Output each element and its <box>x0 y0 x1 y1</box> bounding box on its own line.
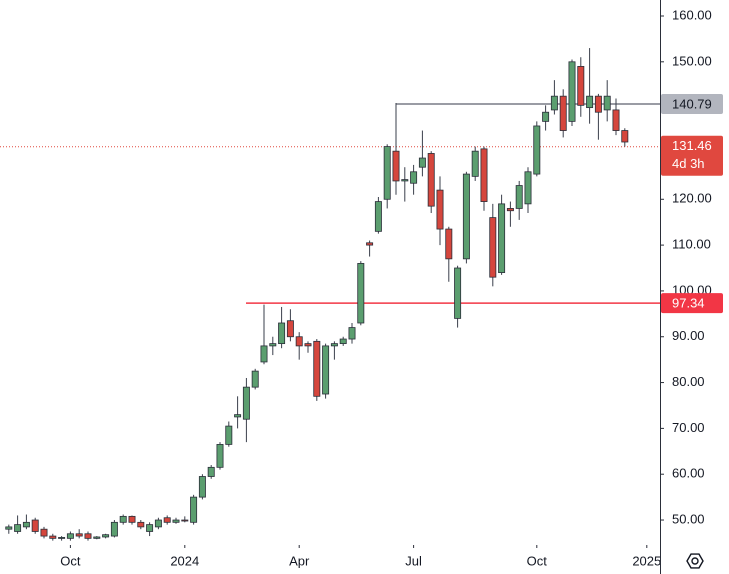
candle-body <box>75 533 83 537</box>
candle-body <box>594 95 602 113</box>
candle-body <box>14 524 22 532</box>
candle-body <box>348 327 356 340</box>
candle-body <box>66 533 74 539</box>
candle-body <box>146 524 154 532</box>
candle-body <box>137 521 145 528</box>
x-tick-label: Oct <box>527 553 548 568</box>
x-tick-label: Oct <box>60 553 81 568</box>
candle-body <box>533 125 541 175</box>
candle-body <box>462 173 470 260</box>
candle-body <box>58 537 66 539</box>
y-tick-label: 60.00 <box>672 466 705 481</box>
candle-body <box>110 521 118 537</box>
candle-body <box>603 95 611 111</box>
candle-body <box>374 201 382 232</box>
candle-body <box>198 476 206 498</box>
y-tick-label: 80.00 <box>672 374 705 389</box>
candle-body <box>506 208 514 212</box>
candle-body <box>251 370 259 388</box>
candle-body <box>418 157 426 168</box>
level-label-box <box>661 94 723 115</box>
x-tick-label: Apr <box>289 553 310 568</box>
candle-body <box>550 95 558 111</box>
last-price-label: 131.46 <box>672 138 712 153</box>
candle-body <box>5 526 13 530</box>
candle-body <box>313 340 321 397</box>
candle-body <box>383 146 391 200</box>
candle-body <box>40 528 48 537</box>
candle-body <box>524 171 532 205</box>
candle-body <box>49 535 57 539</box>
candle-body <box>286 320 294 338</box>
candle-body <box>577 65 585 106</box>
x-tick-label: 2024 <box>170 553 199 568</box>
candle-body <box>260 345 268 363</box>
candle-body <box>542 111 550 122</box>
candle-body <box>392 150 400 182</box>
candle-body <box>31 519 39 532</box>
level-label: 97.34 <box>672 296 705 311</box>
y-tick-label: 150.00 <box>672 53 712 68</box>
candle-body <box>366 242 374 246</box>
candle-body <box>163 517 171 523</box>
countdown-label: 4d 3h <box>672 156 705 171</box>
candle-body <box>445 228 453 260</box>
y-tick-label: 70.00 <box>672 420 705 435</box>
candle-body <box>489 217 497 278</box>
candle-body <box>225 425 233 445</box>
candle-body <box>454 267 462 319</box>
candle-body <box>128 515 136 523</box>
candle-body <box>295 336 303 347</box>
candle-body <box>304 343 312 347</box>
candle-body <box>568 61 576 122</box>
candle-body <box>621 130 629 143</box>
candle-body <box>278 322 286 345</box>
candle-body <box>269 343 277 347</box>
candle-body <box>480 148 488 202</box>
candle-body <box>207 466 215 477</box>
candle-body <box>84 533 92 539</box>
candle-body <box>234 414 242 418</box>
candle-body <box>172 519 180 523</box>
candle-body <box>410 171 418 184</box>
candle-body <box>216 444 224 468</box>
candle-body <box>102 534 110 538</box>
candle-body <box>339 338 347 345</box>
candle-body <box>181 519 189 522</box>
y-tick-label: 120.00 <box>672 191 712 206</box>
candle-body <box>119 515 127 523</box>
level-label: 140.79 <box>672 96 712 111</box>
candle-body <box>515 185 523 209</box>
candle-body <box>436 189 444 230</box>
plot-area: Oct 2024 Apr Jul Oct 2025 <box>0 48 661 568</box>
candle-body <box>242 386 250 420</box>
settings-icon[interactable] <box>686 553 704 569</box>
candle-body <box>401 179 409 182</box>
y-tick-label: 90.00 <box>672 328 705 343</box>
x-tick-label: Jul <box>405 553 422 568</box>
candle-body <box>154 519 162 528</box>
y-tick-label: 160.00 <box>672 7 712 22</box>
candle-body <box>190 496 198 523</box>
candle-body <box>612 109 620 131</box>
candle-body <box>357 263 365 324</box>
y-tick-label: 50.00 <box>672 511 705 526</box>
candle-body <box>498 203 506 273</box>
candle-body <box>322 345 330 395</box>
candle-body <box>427 153 435 207</box>
level-label-box <box>661 293 723 314</box>
candle-body <box>586 95 594 109</box>
candle-body <box>93 536 101 539</box>
last-price-box <box>661 135 723 176</box>
candle-body <box>22 521 30 528</box>
candle-body <box>471 150 479 177</box>
x-tick-label: 2025 <box>632 553 661 568</box>
candle-body <box>330 343 338 347</box>
candle-body <box>559 95 567 131</box>
y-tick-label: 110.00 <box>672 237 711 252</box>
price-axis: 50.0060.0070.0080.0090.00100.00110.00120… <box>660 7 723 526</box>
